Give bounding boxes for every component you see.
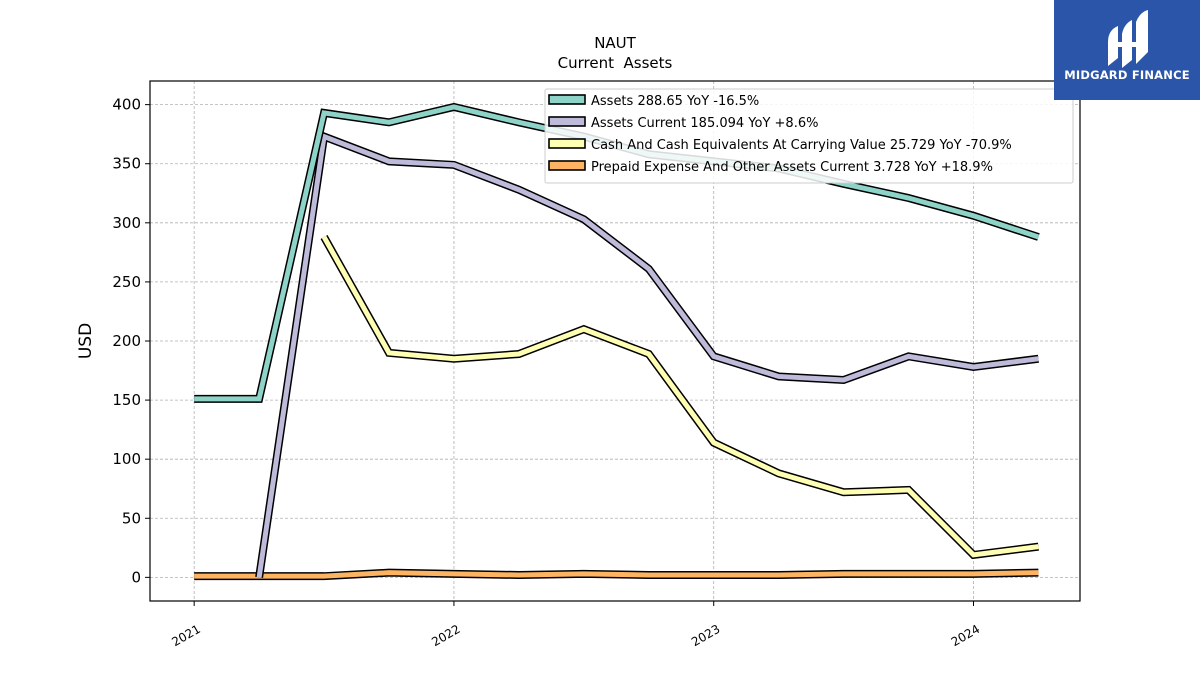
series-path xyxy=(256,133,1039,578)
series-path xyxy=(194,570,1039,579)
series-line xyxy=(255,131,1039,578)
legend-label: Prepaid Expense And Other Assets Current… xyxy=(591,160,993,175)
y-tick-label: 300 xyxy=(112,214,141,232)
x-tick-label: 2022 xyxy=(429,622,462,649)
series-line xyxy=(194,568,1039,581)
legend-swatch xyxy=(548,138,586,149)
chart-title: NAUT xyxy=(594,34,636,52)
legend-label: Cash And Cash Equivalents At Carrying Va… xyxy=(591,138,1012,153)
legend-label: Assets 288.65 YoY -16.5% xyxy=(591,94,759,109)
series-line xyxy=(320,235,1039,560)
y-axis-label: USD xyxy=(76,323,96,359)
legend-label: Assets Current 185.094 YoY +8.6% xyxy=(591,116,818,131)
legend-box xyxy=(544,88,1074,184)
y-tick-label: 250 xyxy=(112,273,141,291)
x-tick-label: 2024 xyxy=(949,622,982,649)
series-path xyxy=(321,235,1039,558)
logo-mark-icon xyxy=(1108,10,1148,68)
legend: Assets 288.65 YoY -16.5% Assets Current 1… xyxy=(544,88,1074,184)
y-tick-label: 0 xyxy=(131,568,141,586)
x-tick-label: 2021 xyxy=(169,622,202,649)
legend-swatch xyxy=(548,160,586,171)
legend-swatch xyxy=(548,94,586,105)
y-tick-label: 150 xyxy=(112,391,141,409)
legend-swatch xyxy=(548,116,586,127)
y-tick-label: 350 xyxy=(112,155,141,173)
logo-text: MIDGARD FINANCE xyxy=(1064,68,1190,82)
chart-subtitle: Current Assets xyxy=(558,54,673,72)
y-tick-label: 400 xyxy=(112,96,141,114)
y-tick-label: 200 xyxy=(112,332,141,350)
y-tick-label: 50 xyxy=(122,509,141,527)
brand-logo: MIDGARD FINANCE xyxy=(1054,0,1200,100)
x-tick-label: 2023 xyxy=(689,622,722,649)
y-tick-label: 100 xyxy=(112,450,141,468)
